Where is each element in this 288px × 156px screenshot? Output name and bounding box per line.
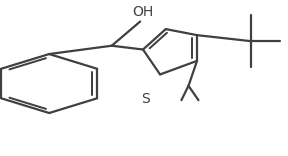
Text: OH: OH	[132, 5, 154, 19]
Text: S: S	[141, 92, 150, 106]
